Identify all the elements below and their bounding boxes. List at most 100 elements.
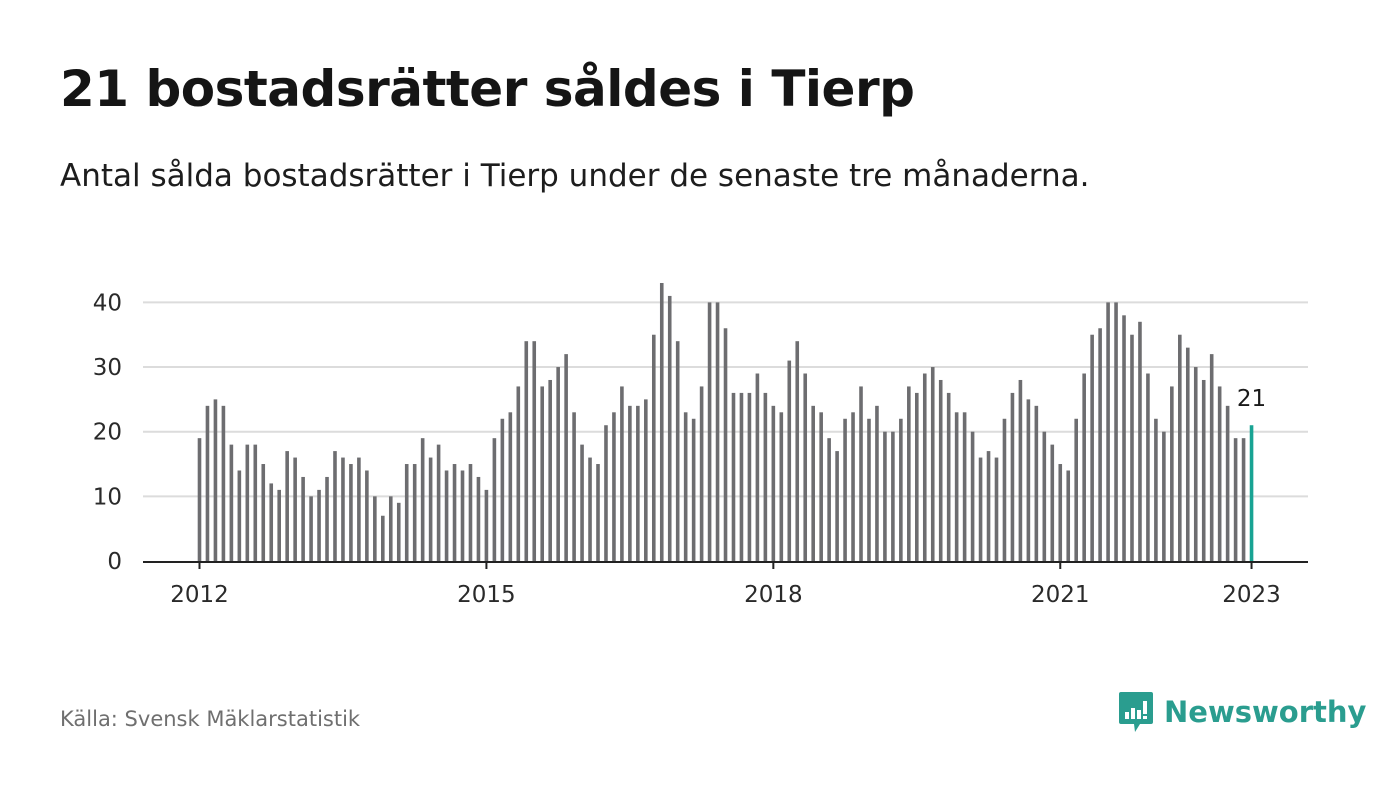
bar: [508, 412, 513, 561]
bar: [524, 341, 529, 561]
bar: [1185, 347, 1190, 561]
bar: [954, 412, 959, 561]
bar: [381, 515, 385, 561]
bar: [946, 392, 951, 561]
bar: [1154, 418, 1158, 561]
bar: [763, 392, 768, 561]
bar: [333, 451, 337, 561]
page-subtitle: Antal sålda bostadsrätter i Tierp under …: [60, 158, 1090, 194]
bar: [851, 412, 855, 561]
bar: [396, 502, 401, 561]
bar: [930, 367, 935, 561]
bar: [835, 451, 839, 561]
bar: [771, 405, 776, 561]
bar: [205, 405, 210, 561]
bar: [779, 412, 784, 561]
bar: [476, 476, 481, 561]
bar: [875, 405, 879, 561]
bar: [755, 373, 760, 561]
bar: [651, 334, 656, 561]
bar: [667, 295, 672, 561]
bar: [317, 489, 321, 561]
bar: [1114, 302, 1118, 561]
bar: [468, 464, 473, 561]
bar: [349, 464, 353, 561]
bar: [907, 386, 911, 561]
logo-text: Newsworthy: [1164, 695, 1367, 729]
bar: [1026, 399, 1031, 561]
bar: [365, 470, 369, 561]
bar: [596, 464, 600, 561]
bar: [604, 425, 608, 561]
bar: [1050, 444, 1055, 561]
bar: [548, 379, 552, 561]
bar: [492, 438, 497, 561]
source-note: Källa: Svensk Mäklarstatistik: [60, 707, 361, 731]
bar-chart: 0 10 20 30 40 2012 2015 2018 2021 2023 21: [93, 283, 1308, 608]
bar: [532, 341, 537, 561]
bar: [1241, 438, 1246, 561]
bar: [1018, 379, 1023, 561]
bar: [1082, 373, 1086, 561]
bar: [1170, 386, 1174, 561]
bar: [309, 496, 313, 561]
bar: [221, 405, 226, 561]
bar: [245, 444, 250, 561]
bar: [388, 496, 393, 561]
bar: [994, 457, 999, 561]
page-title: 21 bostadsrätter såldes i Tierp: [60, 60, 915, 118]
bar: [883, 431, 887, 561]
bar: [628, 405, 632, 561]
bar: [1042, 431, 1047, 561]
bar: [1130, 334, 1134, 561]
x-tick-label: 2021: [1031, 582, 1090, 608]
bar: [691, 418, 696, 561]
y-tick-label: 40: [93, 290, 122, 316]
bar: [1034, 405, 1039, 561]
bar: [420, 438, 425, 561]
x-tick-label: 2012: [170, 582, 229, 608]
bar: [213, 399, 218, 561]
bar: [843, 418, 847, 561]
bar: [301, 476, 305, 561]
bar-highlight: [1249, 425, 1254, 561]
bar: [325, 476, 329, 561]
bar: [723, 328, 728, 561]
bar: [460, 470, 465, 561]
bar: [811, 405, 815, 561]
bar: [795, 341, 800, 561]
bar: [620, 386, 624, 561]
bar: [293, 457, 297, 561]
bar: [412, 464, 417, 561]
bar: [1098, 328, 1102, 561]
bar: [1138, 321, 1142, 561]
bar: [1193, 367, 1198, 561]
bar: [452, 464, 457, 561]
bar: [229, 444, 234, 561]
bar: [1217, 386, 1222, 561]
bar: [580, 444, 584, 561]
bar: [516, 386, 521, 561]
bar: [715, 302, 720, 561]
bar: [261, 464, 266, 561]
bar: [978, 457, 983, 561]
bar: [739, 392, 744, 561]
bar: [428, 457, 433, 561]
bar: [636, 405, 640, 561]
bar: [707, 302, 712, 561]
y-tick-label: 10: [93, 484, 122, 510]
bar: [197, 438, 202, 561]
data-label: 21: [1237, 386, 1266, 412]
y-tick-label: 20: [93, 420, 122, 446]
bar-chart-speech-bubble-icon: [1119, 692, 1153, 732]
bar: [867, 418, 871, 561]
bar: [444, 470, 449, 561]
x-tick-label: 2018: [744, 582, 803, 608]
bar: [1058, 464, 1063, 561]
bar: [731, 392, 736, 561]
bar: [1178, 334, 1182, 561]
bar: [572, 412, 576, 561]
bar: [253, 444, 258, 561]
bar: [1066, 470, 1071, 561]
newsworthy-logo[interactable]: Newsworthy: [1118, 690, 1366, 734]
